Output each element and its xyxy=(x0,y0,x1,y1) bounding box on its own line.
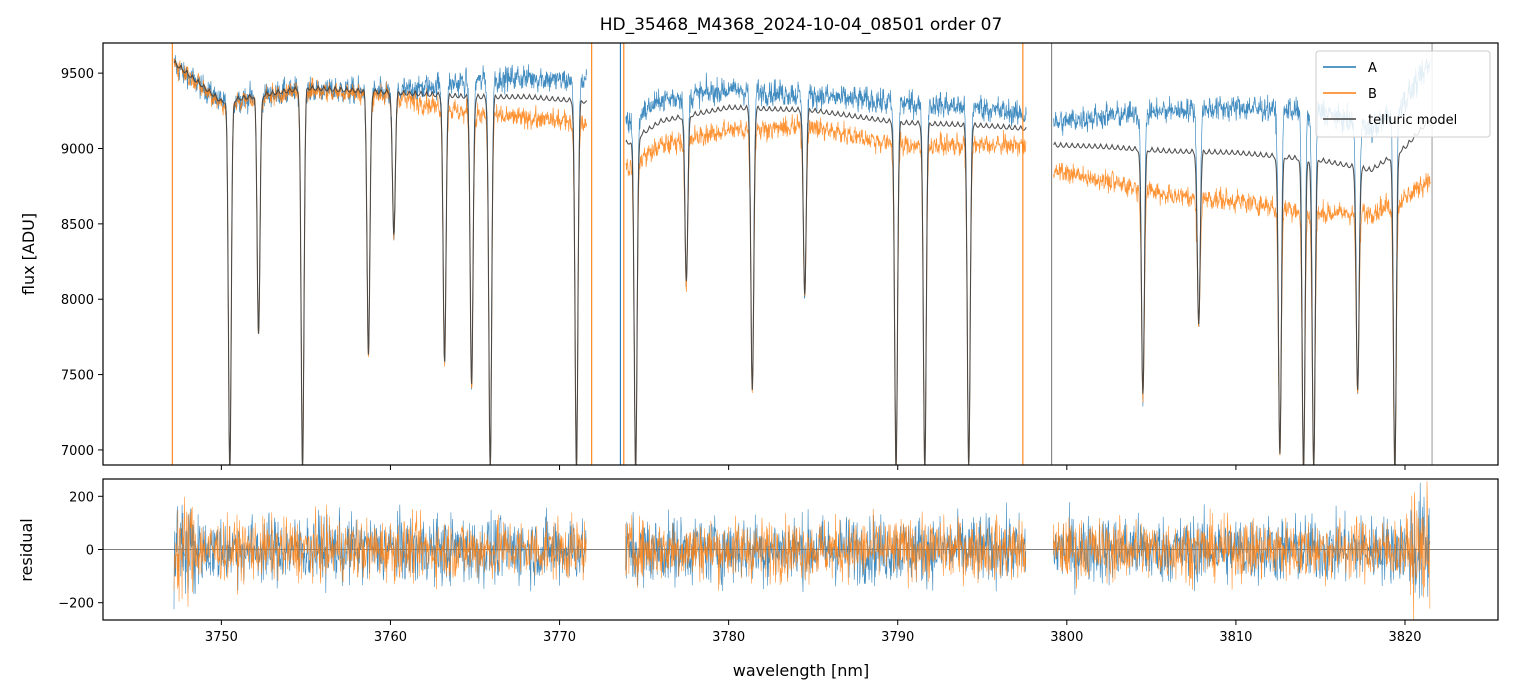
legend-label-telluric: telluric model xyxy=(1368,113,1457,128)
residual-xtick-label: 3790 xyxy=(881,630,914,645)
residual-xtick-label: 3750 xyxy=(205,630,238,645)
legend: A B telluric model xyxy=(1315,50,1491,138)
main-ytick-label: 8500 xyxy=(61,218,94,233)
residual-xtick-label: 3780 xyxy=(712,630,745,645)
series-line-telluric-model xyxy=(173,59,1431,465)
legend-label-a: A xyxy=(1368,61,1377,76)
main-ytick-label: 9500 xyxy=(61,67,94,82)
main-ticks: 7000 7500 8000 8500 9000 9500 xyxy=(61,67,1406,470)
main-ytick-label: 9000 xyxy=(61,143,94,158)
main-ytick-label: 8000 xyxy=(61,293,94,308)
residual-ytick-label: −200 xyxy=(58,597,94,612)
main-axes-frame xyxy=(102,42,1499,466)
residual-xtick-label: 3800 xyxy=(1050,630,1083,645)
residual-xlabel: wavelength [nm] xyxy=(733,661,870,680)
legend-label-b: B xyxy=(1368,87,1377,102)
main-panel: 7000 7500 8000 8500 9000 9500 flux [ADU] A B … xyxy=(19,42,1499,470)
residual-ticks: 3750 3760 3770 3780 3790 3800 3810 3820 −200 0 200 xyxy=(58,490,1421,645)
residual-plot-area xyxy=(103,481,1498,620)
residual-ylabel: residual xyxy=(17,518,36,581)
residual-xtick-label: 3770 xyxy=(543,630,576,645)
figure-title: HD_35468_M4368_2024-10-04_08501 order 07 xyxy=(600,15,1003,35)
residual-panel: 3750 3760 3770 3780 3790 3800 3810 3820 −200 0 200… xyxy=(17,478,1499,680)
main-plot-area xyxy=(171,43,1433,465)
residual-ytick-label: 200 xyxy=(69,490,94,505)
residual-ytick-label: 0 xyxy=(86,544,94,559)
main-ytick-label: 7500 xyxy=(61,369,94,384)
legend-box xyxy=(1315,50,1491,138)
residual-xtick-label: 3820 xyxy=(1388,630,1421,645)
residual-xtick-label: 3810 xyxy=(1219,630,1252,645)
main-ylabel: flux [ADU] xyxy=(19,213,38,295)
main-ytick-label: 7000 xyxy=(61,444,94,459)
residual-xtick-label: 3760 xyxy=(374,630,407,645)
residual-line-b xyxy=(173,481,1431,620)
